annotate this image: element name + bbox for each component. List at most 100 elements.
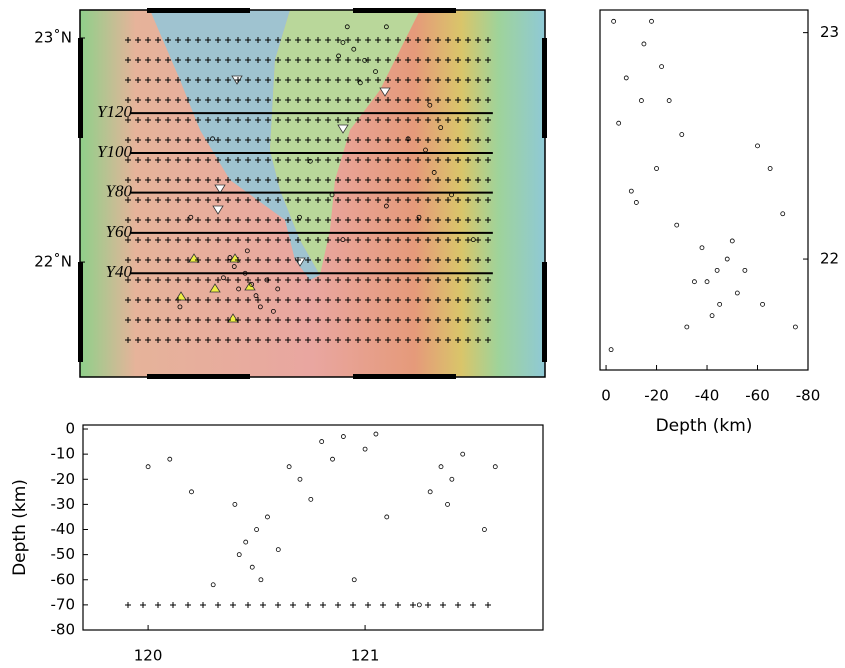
y-tick-label: 0 bbox=[65, 420, 75, 438]
grid-node bbox=[230, 602, 236, 608]
y-tick-label: -60 bbox=[51, 570, 76, 588]
event bbox=[667, 99, 671, 103]
grid-node bbox=[320, 602, 326, 608]
grid-node bbox=[305, 602, 311, 608]
depth-lat-frame bbox=[600, 10, 808, 370]
x-tick-label: -80 bbox=[796, 387, 821, 405]
event bbox=[700, 246, 704, 250]
grid-node bbox=[155, 602, 161, 608]
grid-node bbox=[485, 602, 491, 608]
event bbox=[761, 302, 765, 306]
event bbox=[493, 465, 497, 469]
event bbox=[211, 583, 215, 587]
grid-node bbox=[260, 602, 266, 608]
event bbox=[287, 465, 291, 469]
profile-label: Y80 bbox=[106, 182, 133, 201]
y-tick-label: 23˚N bbox=[34, 29, 72, 47]
event bbox=[374, 432, 378, 436]
event bbox=[233, 502, 237, 506]
grid-node bbox=[350, 602, 356, 608]
y-tick-label: -40 bbox=[51, 520, 76, 538]
y-tick-label: -80 bbox=[51, 621, 76, 639]
event bbox=[660, 65, 664, 69]
event bbox=[439, 465, 443, 469]
grid-node bbox=[245, 602, 251, 608]
event bbox=[617, 121, 621, 125]
y-tick-label: -20 bbox=[51, 470, 76, 488]
event bbox=[276, 548, 280, 552]
event bbox=[461, 452, 465, 456]
event bbox=[639, 99, 643, 103]
grid-node bbox=[140, 602, 146, 608]
event bbox=[725, 257, 729, 261]
y-tick-label: 22 bbox=[820, 250, 839, 268]
grid-node bbox=[425, 602, 431, 608]
grid-node bbox=[410, 602, 416, 608]
event bbox=[692, 280, 696, 284]
event bbox=[715, 268, 719, 272]
depth-lon-frame bbox=[83, 425, 543, 630]
grid-node bbox=[395, 602, 401, 608]
figure: Y120Y100Y80Y60Y4022˚N23˚N22230-20-40-60-… bbox=[0, 0, 845, 664]
event bbox=[680, 133, 684, 137]
event bbox=[309, 497, 313, 501]
grid-node bbox=[275, 602, 281, 608]
y-tick-label: -10 bbox=[51, 445, 76, 463]
event bbox=[756, 144, 760, 148]
event bbox=[793, 325, 797, 329]
event bbox=[624, 76, 628, 80]
x-tick-label: 120 bbox=[134, 647, 163, 665]
event bbox=[655, 166, 659, 170]
grid-node bbox=[335, 602, 341, 608]
event bbox=[743, 268, 747, 272]
event bbox=[146, 465, 150, 469]
x-tick-label: 0 bbox=[601, 387, 611, 405]
y-axis-label: Depth (km) bbox=[10, 479, 30, 576]
profile-label: Y120 bbox=[97, 102, 132, 121]
event bbox=[609, 348, 613, 352]
grid-node bbox=[470, 602, 476, 608]
profile-label: Y40 bbox=[106, 262, 133, 281]
event bbox=[718, 302, 722, 306]
event bbox=[428, 490, 432, 494]
grid-node bbox=[440, 602, 446, 608]
event bbox=[781, 212, 785, 216]
grid-node bbox=[200, 602, 206, 608]
event bbox=[237, 553, 241, 557]
event bbox=[685, 325, 689, 329]
y-tick-label: -30 bbox=[51, 495, 76, 513]
event bbox=[352, 578, 356, 582]
event bbox=[265, 515, 269, 519]
event bbox=[341, 435, 345, 439]
event bbox=[363, 447, 367, 451]
event bbox=[642, 42, 646, 46]
event bbox=[446, 502, 450, 506]
event bbox=[710, 314, 714, 318]
event bbox=[675, 223, 679, 227]
event bbox=[259, 578, 263, 582]
event bbox=[417, 603, 421, 607]
grid-node bbox=[365, 602, 371, 608]
event bbox=[189, 490, 193, 494]
event bbox=[612, 19, 616, 23]
event bbox=[649, 19, 653, 23]
event bbox=[730, 239, 734, 243]
y-tick-label: 22˚N bbox=[34, 253, 72, 271]
x-axis-label: Depth (km) bbox=[656, 416, 753, 436]
x-tick-label: -60 bbox=[745, 387, 770, 405]
event bbox=[629, 189, 633, 193]
x-tick-label: -20 bbox=[644, 387, 669, 405]
event bbox=[255, 528, 259, 532]
y-tick-label: 23 bbox=[820, 23, 839, 41]
event bbox=[320, 440, 324, 444]
y-tick-label: -50 bbox=[51, 545, 76, 563]
event bbox=[250, 565, 254, 569]
grid-node bbox=[185, 602, 191, 608]
event bbox=[385, 515, 389, 519]
event bbox=[298, 477, 302, 481]
event bbox=[244, 540, 248, 544]
event bbox=[450, 477, 454, 481]
x-tick-label: 121 bbox=[351, 647, 380, 665]
grid-node bbox=[380, 602, 386, 608]
grid-node bbox=[455, 602, 461, 608]
